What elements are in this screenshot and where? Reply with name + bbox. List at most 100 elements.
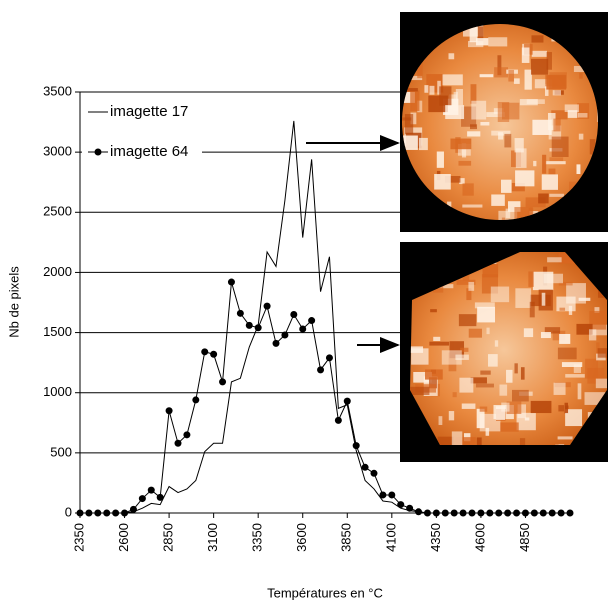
texture <box>439 416 443 425</box>
x-tick-label: 4350 <box>428 523 443 552</box>
texture <box>459 314 476 326</box>
texture <box>486 428 490 436</box>
marker <box>77 510 84 517</box>
marker <box>192 396 199 403</box>
x-tick-label: 3100 <box>205 523 220 552</box>
texture <box>515 288 531 308</box>
texture <box>585 359 598 379</box>
texture <box>558 436 573 439</box>
texture <box>549 157 563 161</box>
marker <box>130 506 137 513</box>
marker <box>486 510 493 517</box>
texture <box>528 271 533 286</box>
chart: 0500100015002000250030003500235026002850… <box>0 0 608 603</box>
texture <box>434 174 451 190</box>
texture <box>539 290 553 311</box>
marker <box>495 510 502 517</box>
texture <box>549 72 567 88</box>
texture <box>589 329 596 340</box>
texture <box>425 369 443 379</box>
marker <box>228 279 235 286</box>
texture <box>565 403 568 413</box>
texture <box>424 85 428 93</box>
texture <box>480 371 490 375</box>
marker <box>451 510 458 517</box>
texture <box>525 70 532 90</box>
y-tick-label: 0 <box>65 504 72 519</box>
marker <box>531 510 538 517</box>
marker <box>103 510 110 517</box>
texture <box>542 174 558 189</box>
marker <box>335 417 342 424</box>
texture <box>545 161 566 164</box>
marker <box>406 505 413 512</box>
marker <box>353 442 360 449</box>
texture <box>532 51 547 57</box>
texture <box>598 348 608 358</box>
texture <box>480 74 494 77</box>
y-tick-label: 1500 <box>43 324 72 339</box>
marker <box>308 317 315 324</box>
texture <box>437 152 444 168</box>
marker <box>415 508 422 515</box>
marker <box>558 510 565 517</box>
marker <box>460 510 467 517</box>
texture <box>544 274 563 283</box>
texture <box>459 378 473 393</box>
texture <box>443 74 463 85</box>
texture <box>405 114 413 134</box>
texture <box>411 348 428 364</box>
texture <box>565 374 585 378</box>
texture <box>504 134 511 148</box>
texture <box>578 383 582 399</box>
texture <box>445 105 464 119</box>
texture <box>471 101 486 120</box>
x-axis-label: Températures en °C <box>267 585 383 600</box>
texture <box>530 302 535 318</box>
texture <box>521 367 525 379</box>
texture <box>549 169 556 175</box>
texture <box>553 90 561 95</box>
y-axis-label: Nb de pixels <box>6 266 21 338</box>
texture <box>542 293 546 306</box>
marker <box>246 322 253 329</box>
texture <box>449 53 455 59</box>
texture <box>410 90 419 111</box>
marker <box>201 348 208 355</box>
texture <box>458 161 471 166</box>
texture <box>430 309 437 312</box>
marker <box>504 510 511 517</box>
texture <box>498 102 509 122</box>
texture <box>579 73 582 79</box>
texture <box>547 52 552 70</box>
texture <box>470 124 477 129</box>
marker <box>397 501 404 508</box>
marker <box>513 510 520 517</box>
marker <box>255 324 262 331</box>
texture <box>522 48 530 63</box>
texture <box>556 297 575 312</box>
texture <box>553 119 560 132</box>
marker <box>424 510 431 517</box>
texture <box>462 183 473 195</box>
texture <box>515 170 534 186</box>
marker <box>273 340 280 347</box>
x-tick-label: 4850 <box>517 523 532 552</box>
legend-label: imagette 64 <box>110 143 188 160</box>
texture <box>433 337 440 341</box>
texture <box>565 104 579 112</box>
x-tick-label: 2600 <box>116 523 131 552</box>
texture <box>531 59 548 75</box>
marker <box>175 440 182 447</box>
texture <box>527 99 545 104</box>
texture <box>419 138 428 150</box>
texture <box>541 332 551 338</box>
marker <box>299 325 306 332</box>
texture <box>468 282 474 291</box>
texture <box>480 122 489 125</box>
texture <box>467 131 480 136</box>
marker <box>317 366 324 373</box>
marker <box>210 351 217 358</box>
marker <box>522 510 529 517</box>
texture <box>574 364 581 373</box>
